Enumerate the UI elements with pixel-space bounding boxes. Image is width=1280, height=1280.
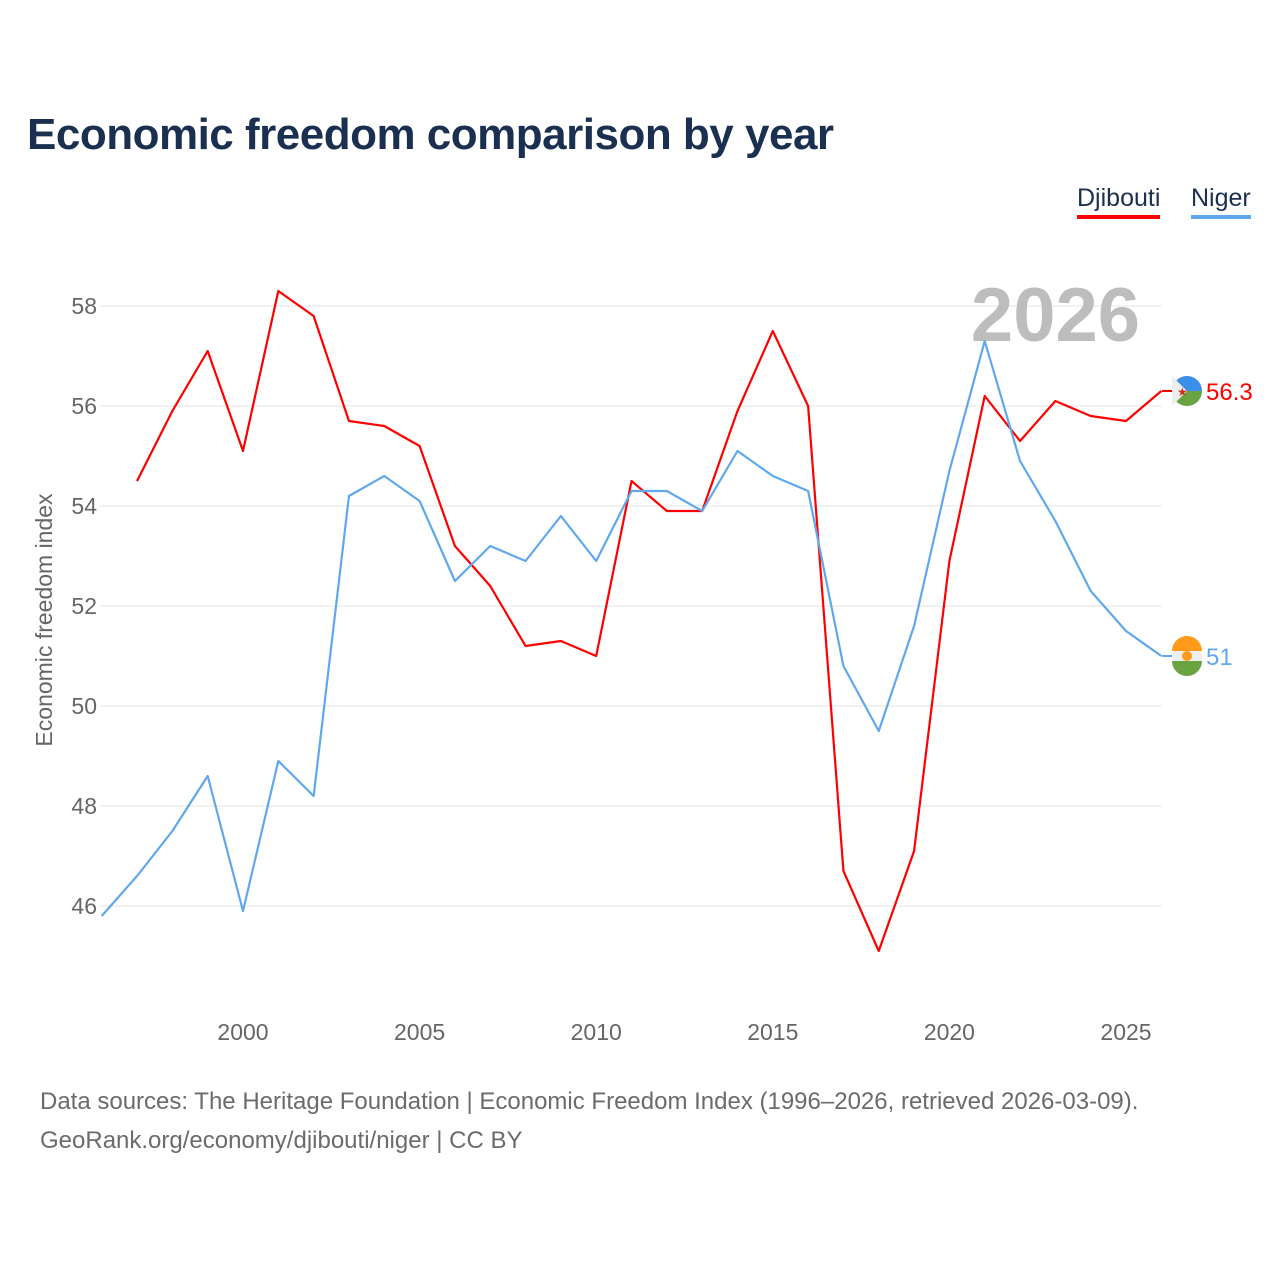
source-line-2[interactable]: GeoRank.org/economy/djibouti/niger | CC … bbox=[40, 1127, 523, 1154]
y-tick-label: 56 bbox=[71, 393, 97, 419]
legend-niger[interactable]: Niger bbox=[1191, 184, 1251, 219]
y-tick-label: 54 bbox=[71, 493, 97, 519]
y-tick-label: 50 bbox=[71, 693, 97, 719]
flag-niger-green bbox=[1172, 661, 1202, 676]
flag-niger-orange bbox=[1172, 636, 1202, 651]
series-line-djibouti bbox=[136, 289, 1163, 953]
end-value-label: 56.3 bbox=[1206, 379, 1253, 406]
legend-djibouti[interactable]: Djibouti bbox=[1077, 184, 1161, 219]
y-tick-label: 58 bbox=[71, 293, 97, 319]
flag-djibouti-triangle bbox=[1172, 376, 1187, 406]
x-tick-label: 2025 bbox=[1100, 1019, 1151, 1045]
x-tick-label: 2015 bbox=[747, 1019, 798, 1045]
y-tick-label: 48 bbox=[71, 793, 97, 819]
y-axis-label: Economic freedom index bbox=[31, 493, 57, 747]
end-value-label: 51 bbox=[1206, 644, 1233, 671]
y-tick-label: 52 bbox=[71, 593, 97, 619]
x-tick-label: 2000 bbox=[217, 1019, 268, 1045]
y-tick-label: 46 bbox=[71, 893, 97, 919]
flag-star-icon: ★ bbox=[1177, 385, 1188, 399]
x-tick-label: 2020 bbox=[924, 1019, 975, 1045]
series-line-niger bbox=[100, 339, 1162, 917]
year-watermark: 2026 bbox=[971, 273, 1140, 358]
page-title: Economic freedom comparison by year bbox=[27, 110, 834, 159]
x-tick-label: 2010 bbox=[571, 1019, 622, 1045]
source-line-1: Data sources: The Heritage Foundation | … bbox=[40, 1088, 1139, 1115]
x-tick-label: 2005 bbox=[394, 1019, 445, 1045]
flag-niger-sun bbox=[1182, 651, 1192, 661]
